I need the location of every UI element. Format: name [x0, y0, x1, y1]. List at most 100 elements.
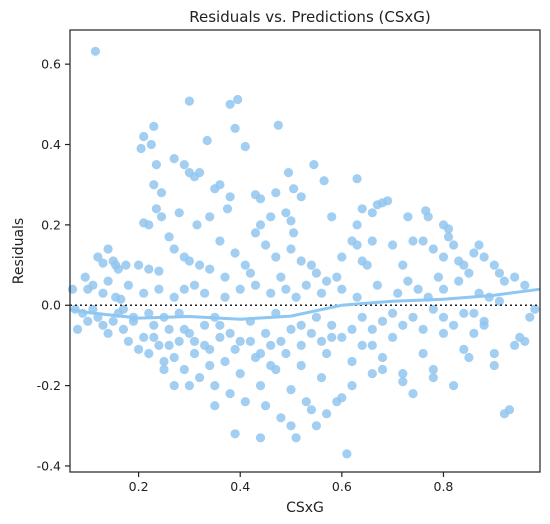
scatter-point — [449, 381, 459, 391]
scatter-point — [489, 260, 499, 270]
scatter-point — [489, 360, 499, 371]
x-axis-label: CSxG — [286, 500, 324, 516]
scatter-point — [255, 381, 266, 391]
scatter-point — [357, 340, 367, 350]
scatter-point — [103, 276, 113, 286]
scatter-point — [215, 236, 225, 246]
scatter-point — [443, 232, 454, 242]
scatter-point — [230, 429, 240, 439]
scatter-point — [286, 421, 296, 431]
scatter-point — [525, 312, 535, 322]
scatter-point — [433, 272, 443, 282]
scatter-point — [276, 336, 286, 346]
scatter-point — [311, 421, 321, 431]
scatter-point — [352, 174, 362, 184]
scatter-point — [98, 258, 108, 268]
x-tick-label: 0.2 — [129, 479, 149, 494]
x-tick-label: 0.8 — [434, 479, 454, 494]
scatter-point — [189, 336, 200, 346]
scatter-point — [438, 252, 449, 262]
scatter-point — [296, 360, 306, 371]
scatter-point — [504, 405, 515, 415]
scatter-point — [520, 280, 530, 290]
scatter-point — [225, 99, 235, 109]
scatter-point — [449, 320, 459, 330]
scatter-point — [428, 373, 438, 383]
scatter-point — [261, 240, 271, 250]
scatter-point — [286, 324, 296, 334]
scatter-point — [322, 276, 332, 286]
scatter-point — [189, 280, 200, 290]
scatter-point — [494, 268, 504, 278]
scatter-point — [418, 348, 428, 359]
scatter-point — [418, 236, 428, 246]
scatter-point — [337, 252, 347, 262]
scatter-point — [154, 284, 164, 294]
scatter-point — [286, 216, 296, 226]
scatter-point — [164, 324, 174, 334]
scatter-point — [146, 139, 156, 150]
scatter-point — [289, 228, 299, 238]
scatter-point — [377, 316, 388, 326]
scatter-point — [367, 208, 377, 218]
scatter-point — [316, 288, 327, 298]
y-tick-label: 0.4 — [41, 137, 61, 152]
scatter-point — [156, 212, 167, 222]
scatter-point — [408, 312, 418, 322]
scatter-point — [80, 272, 90, 282]
scatter-point — [169, 292, 179, 302]
scatter-point — [215, 320, 225, 330]
y-tick-label: 0.6 — [41, 57, 61, 72]
scatter-point — [210, 381, 220, 391]
scatter-point — [403, 212, 413, 222]
scatter-point — [347, 356, 357, 367]
scatter-point — [266, 288, 276, 298]
scatter-point — [179, 324, 189, 334]
scatter-point — [398, 377, 408, 387]
scatter-point — [393, 288, 403, 298]
scatter-point — [286, 385, 296, 395]
scatter-point — [245, 336, 255, 346]
scatter-point — [230, 123, 240, 133]
scatter-point — [210, 401, 220, 411]
scatter-point — [220, 356, 230, 367]
scatter-point — [413, 284, 423, 294]
scatter-point — [93, 252, 103, 262]
scatter-point — [255, 194, 266, 204]
scatter-point — [357, 312, 367, 322]
scatter-point — [327, 212, 337, 222]
scatter-point — [327, 332, 337, 342]
scatter-point — [418, 324, 428, 334]
scatter-point — [139, 288, 149, 298]
scatter-point — [301, 397, 311, 407]
scatter-point — [169, 352, 179, 363]
scatter-point — [438, 312, 449, 322]
scatter-point — [200, 320, 210, 330]
scatter-point — [327, 320, 337, 330]
scatter-point — [235, 369, 245, 379]
scatter-point — [261, 401, 271, 411]
scatter-point — [322, 348, 332, 359]
scatter-point — [428, 304, 438, 314]
scatter-point — [464, 352, 474, 363]
scatter-point — [90, 46, 100, 56]
scatter-point — [222, 204, 233, 214]
y-tick-label: -0.4 — [37, 458, 61, 473]
scatter-point — [311, 312, 321, 322]
scatter-point — [123, 336, 133, 346]
scatter-point — [136, 143, 146, 154]
scatter-point — [281, 208, 291, 218]
scatter-point — [474, 240, 484, 250]
scatter-point — [283, 168, 294, 178]
y-axis-label: Residuals — [11, 218, 27, 284]
lowess-trend-line — [69, 287, 541, 321]
scatter-point — [428, 364, 438, 375]
scatter-point — [383, 196, 393, 206]
scatter-point — [184, 256, 194, 266]
scatter-point — [144, 264, 154, 274]
scatter-point — [377, 352, 388, 363]
scatter-point — [235, 336, 245, 346]
scatter-point — [225, 389, 235, 399]
scatter-point — [200, 288, 210, 298]
